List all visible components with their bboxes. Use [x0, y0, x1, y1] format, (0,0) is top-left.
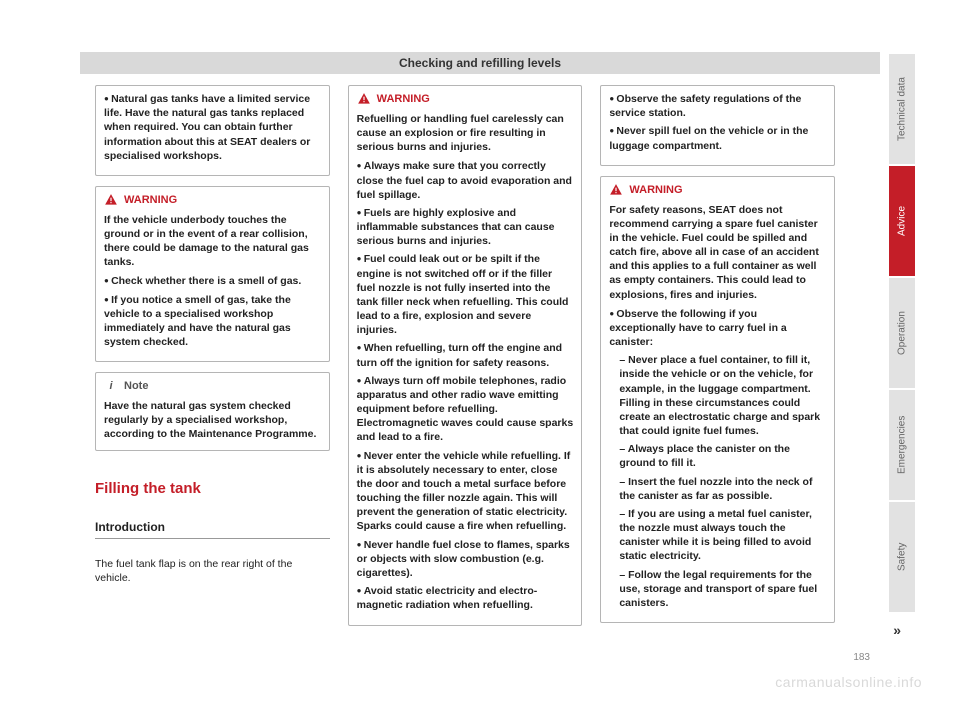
info-box: Observe the safety regulations of the se…: [600, 85, 835, 166]
watermark: carmanualsonline.info: [775, 674, 922, 690]
section-title: Filling the tank: [95, 479, 330, 499]
warning-box: WARNING For safety reasons, SEAT does no…: [600, 176, 835, 623]
warning-text: If the vehicle underbody touches the gro…: [104, 213, 321, 270]
manual-page: Checking and refilling levels Natural ga…: [0, 0, 960, 708]
warning-text: For safety reasons, SEAT does not recomm…: [609, 203, 826, 302]
warning-header: WARNING: [609, 183, 826, 198]
tab-advice[interactable]: Advice: [889, 164, 915, 276]
warning-bullet: Check whether there is a smell of gas.: [104, 274, 321, 288]
warning-icon: [357, 92, 371, 106]
column-1: Natural gas tanks have a limited service…: [95, 85, 330, 655]
warning-title: WARNING: [124, 193, 177, 208]
warning-dash: Always place the canister on the ground …: [619, 442, 826, 470]
warning-title: WARNING: [377, 92, 430, 107]
tab-operation[interactable]: Operation: [889, 276, 915, 388]
warning-bullet: Observe the following if you exceptional…: [609, 307, 826, 350]
note-text: Have the natural gas system checked regu…: [104, 399, 321, 442]
warning-bullet: If you notice a smell of gas, take the v…: [104, 293, 321, 350]
warning-icon: [609, 183, 623, 197]
warning-bullet: When refuelling, turn off the engine and…: [357, 341, 574, 369]
body-paragraph: The fuel tank flap is on the rear right …: [95, 557, 330, 585]
column-3: Observe the safety regulations of the se…: [600, 85, 835, 655]
warning-dash: If you are using a metal fuel canister, …: [619, 507, 826, 564]
continue-mark: »: [893, 622, 901, 638]
warning-box: WARNING Refuelling or handling fuel care…: [348, 85, 583, 626]
tab-emergencies[interactable]: Emergencies: [889, 388, 915, 500]
page-number: 183: [853, 652, 870, 663]
warning-header: WARNING: [357, 92, 574, 107]
note-header: i Note: [104, 379, 321, 394]
sidebar-tabs: Technical data Advice Operation Emergenc…: [889, 52, 915, 612]
info-bullet: Observe the safety regulations of the se…: [609, 92, 826, 120]
sub-title: Introduction: [95, 519, 330, 539]
warning-icon: [104, 193, 118, 207]
warning-dash: Insert the fuel nozzle into the neck of …: [619, 475, 826, 503]
warning-text: Refuelling or handling fuel carelessly c…: [357, 112, 574, 155]
info-box: Natural gas tanks have a limited service…: [95, 85, 330, 176]
warning-bullet: Never enter the vehicle while refuelling…: [357, 449, 574, 534]
warning-title: WARNING: [629, 183, 682, 198]
content-columns: Natural gas tanks have a limited service…: [95, 85, 835, 655]
note-title: Note: [124, 379, 148, 394]
page-header: Checking and refilling levels: [80, 52, 880, 74]
tab-technical-data[interactable]: Technical data: [889, 52, 915, 164]
column-2: WARNING Refuelling or handling fuel care…: [348, 85, 583, 655]
tab-safety[interactable]: Safety: [889, 500, 915, 612]
warning-box: WARNING If the vehicle underbody touches…: [95, 186, 330, 362]
warning-header: WARNING: [104, 193, 321, 208]
warning-bullet: Always make sure that you correctly clos…: [357, 159, 574, 202]
warning-bullet: Always turn off mobile telephones, radio…: [357, 374, 574, 445]
warning-bullet: Fuel could leak out or be spilt if the e…: [357, 252, 574, 337]
warning-dash: Never place a fuel container, to fill it…: [619, 353, 826, 438]
info-bullet: Never spill fuel on the vehicle or in th…: [609, 124, 826, 152]
info-bullet: Natural gas tanks have a limited service…: [104, 92, 321, 163]
warning-bullet: Fuels are highly explosive and inflammab…: [357, 206, 574, 249]
note-icon: i: [104, 379, 118, 394]
warning-dash: Follow the legal requirements for the us…: [619, 568, 826, 611]
warning-bullet: Never handle fuel close to flames, spark…: [357, 538, 574, 581]
warning-bullet: Avoid static electricity and electro-mag…: [357, 584, 574, 612]
note-box: i Note Have the natural gas system check…: [95, 372, 330, 450]
